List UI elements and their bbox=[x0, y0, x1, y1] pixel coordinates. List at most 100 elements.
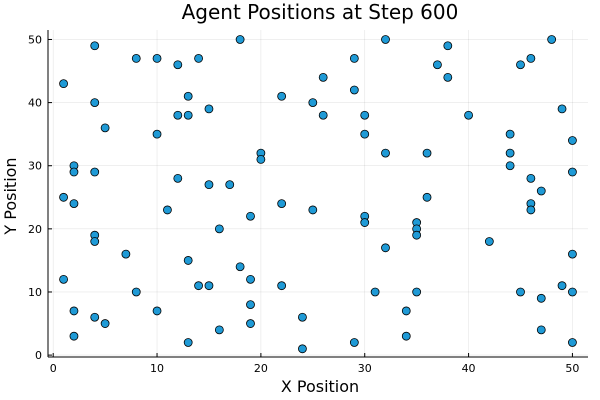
data-point bbox=[173, 110, 183, 120]
data-point bbox=[568, 249, 577, 259]
data-point bbox=[100, 319, 110, 328]
data-point bbox=[90, 98, 100, 107]
chart-title: Agent Positions at Step 600 bbox=[182, 0, 459, 24]
data-point bbox=[204, 281, 214, 291]
data-point bbox=[131, 287, 141, 297]
data-point bbox=[568, 338, 577, 347]
data-point bbox=[183, 110, 193, 120]
data-point bbox=[235, 35, 245, 44]
data-point bbox=[246, 211, 255, 221]
data-point bbox=[256, 155, 266, 164]
data-point bbox=[152, 54, 162, 63]
data-point bbox=[69, 199, 79, 209]
data-point bbox=[90, 312, 100, 322]
data-point bbox=[557, 281, 567, 291]
y-tick-label: 30 bbox=[28, 160, 42, 173]
data-point bbox=[516, 60, 525, 70]
data-point bbox=[204, 180, 214, 190]
data-point bbox=[277, 281, 287, 291]
data-point bbox=[484, 237, 494, 246]
data-point bbox=[526, 173, 536, 183]
data-point bbox=[298, 344, 307, 354]
data-point bbox=[464, 110, 473, 120]
data-point bbox=[90, 237, 100, 246]
data-point bbox=[536, 186, 546, 196]
data-point bbox=[173, 173, 183, 183]
data-point bbox=[69, 331, 79, 341]
data-point bbox=[194, 54, 203, 63]
data-point bbox=[59, 79, 68, 89]
data-point bbox=[505, 161, 515, 171]
x-tick-label: 0 bbox=[50, 362, 57, 375]
data-point bbox=[90, 41, 100, 51]
data-point bbox=[526, 54, 536, 63]
data-point bbox=[163, 205, 172, 215]
data-point bbox=[381, 148, 390, 158]
data-point bbox=[204, 104, 214, 114]
x-tick-label: 10 bbox=[150, 362, 164, 375]
data-point bbox=[401, 306, 411, 316]
data-point bbox=[412, 287, 422, 297]
x-axis-label: X Position bbox=[281, 377, 359, 396]
data-point bbox=[318, 72, 328, 82]
data-point bbox=[360, 129, 370, 139]
data-point bbox=[443, 72, 453, 82]
y-axis-ticks: 0 10 20 30 40 50 bbox=[28, 33, 52, 362]
data-point bbox=[568, 167, 577, 177]
data-point bbox=[277, 91, 287, 101]
data-point bbox=[152, 129, 162, 139]
data-point bbox=[349, 85, 359, 95]
data-point bbox=[443, 41, 453, 51]
data-point bbox=[100, 123, 110, 133]
data-point bbox=[360, 110, 370, 120]
data-point bbox=[381, 35, 390, 44]
data-point bbox=[308, 98, 318, 107]
data-point bbox=[370, 287, 380, 297]
x-tick-label: 40 bbox=[462, 362, 476, 375]
data-points bbox=[59, 35, 577, 354]
data-point bbox=[246, 274, 255, 284]
data-point bbox=[360, 218, 370, 227]
data-point bbox=[349, 338, 359, 347]
data-point bbox=[121, 249, 131, 259]
data-point bbox=[568, 136, 577, 145]
data-point bbox=[526, 205, 536, 215]
data-point bbox=[194, 281, 203, 291]
data-point bbox=[516, 287, 525, 297]
x-tick-label: 30 bbox=[358, 362, 372, 375]
y-tick-label: 50 bbox=[28, 33, 42, 46]
data-point bbox=[90, 167, 100, 177]
data-point bbox=[422, 148, 432, 158]
axes bbox=[47, 30, 588, 358]
data-point bbox=[183, 338, 193, 347]
data-point bbox=[183, 91, 193, 101]
data-point bbox=[536, 293, 546, 303]
data-point bbox=[349, 54, 359, 63]
data-point bbox=[557, 104, 567, 114]
data-point bbox=[277, 199, 287, 209]
data-point bbox=[505, 129, 515, 139]
data-point bbox=[568, 287, 577, 297]
y-tick-label: 0 bbox=[35, 349, 42, 362]
data-point bbox=[246, 319, 255, 328]
data-point bbox=[547, 35, 557, 44]
data-point bbox=[131, 54, 141, 63]
data-point bbox=[422, 192, 432, 202]
data-point bbox=[69, 167, 79, 177]
grid-lines bbox=[48, 30, 588, 357]
data-point bbox=[214, 224, 224, 234]
data-point bbox=[235, 262, 245, 272]
data-point bbox=[505, 148, 515, 158]
data-point bbox=[225, 180, 235, 190]
data-point bbox=[381, 243, 390, 253]
data-point bbox=[308, 205, 318, 215]
data-point bbox=[69, 306, 79, 316]
data-point bbox=[59, 274, 68, 284]
data-point bbox=[536, 325, 546, 335]
data-point bbox=[412, 230, 422, 240]
data-point bbox=[152, 306, 162, 316]
data-point bbox=[401, 331, 411, 341]
y-axis-label: Y Position bbox=[1, 157, 20, 235]
